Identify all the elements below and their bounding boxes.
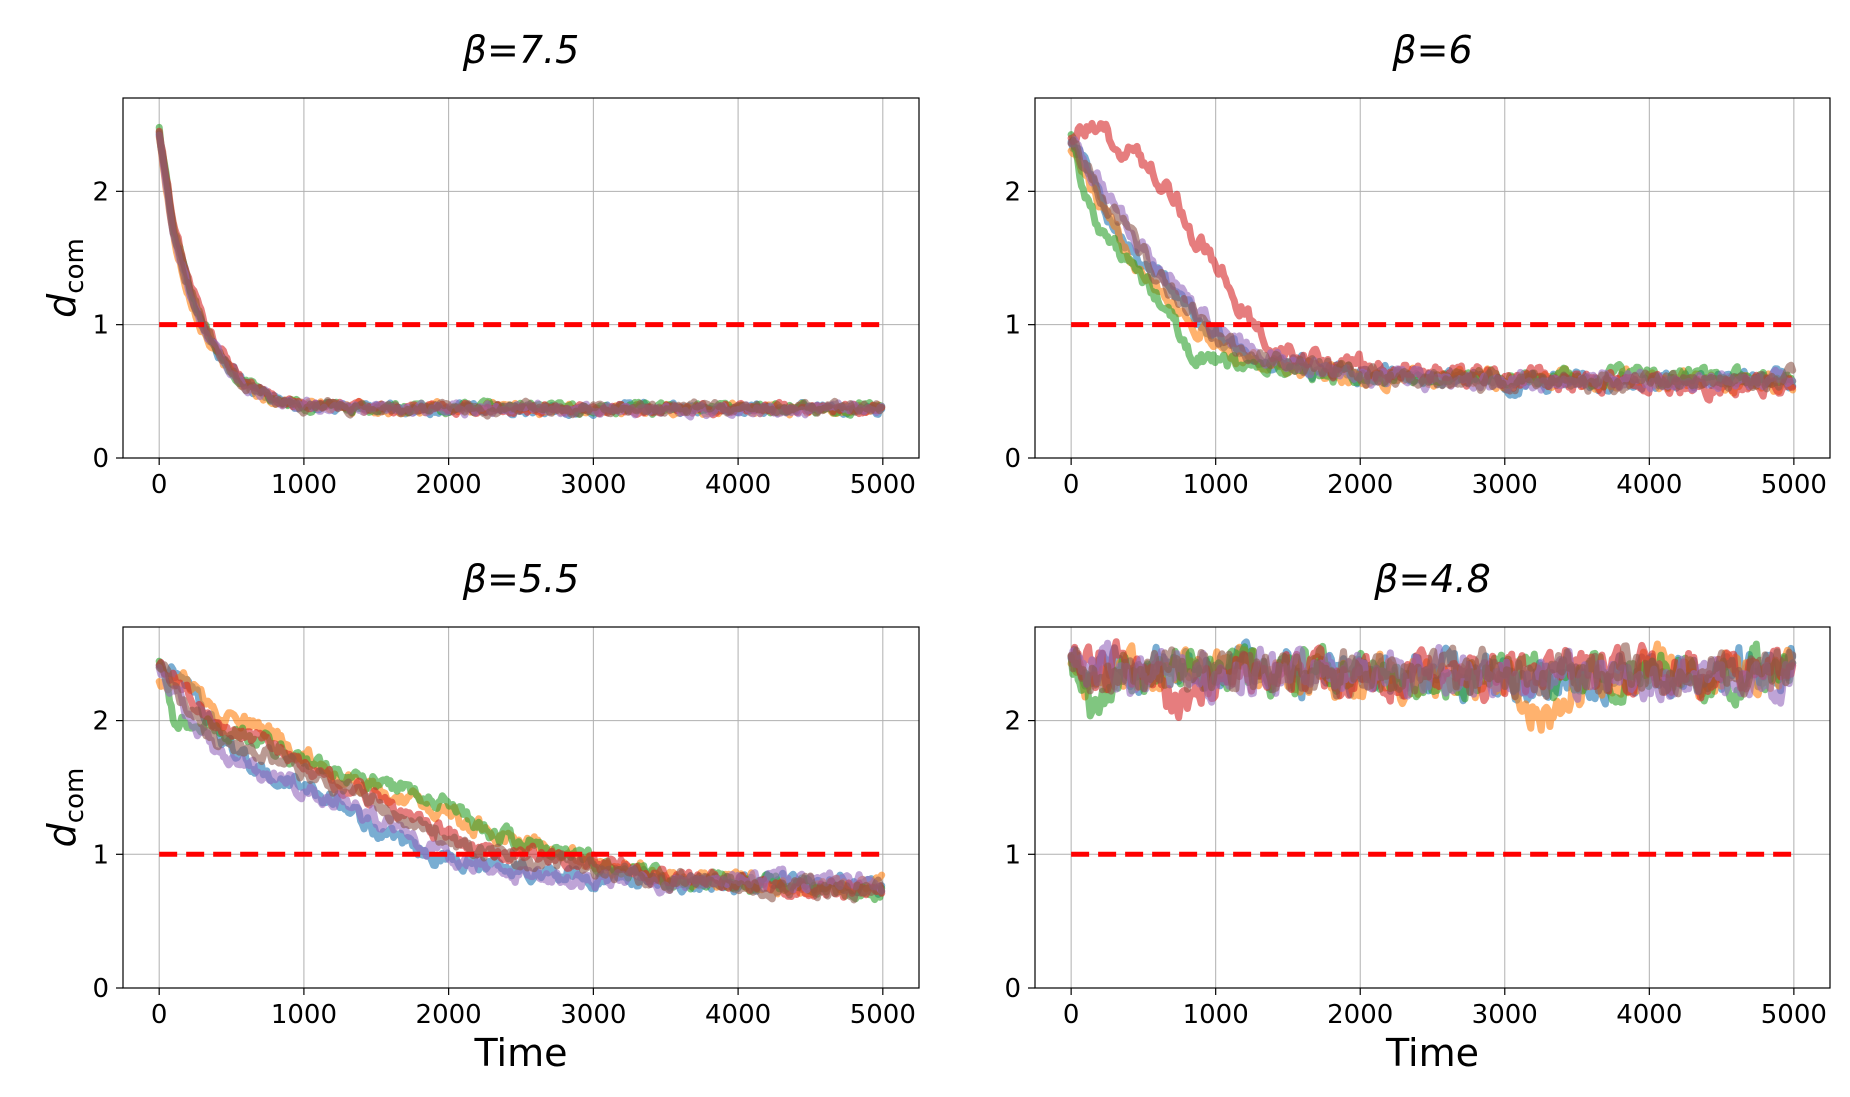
y-axis-label-sub: com <box>60 238 90 294</box>
y-tick-label: 1 <box>92 840 109 870</box>
y-axis-label-main: d <box>40 822 84 847</box>
plot-frame <box>1034 626 1831 989</box>
x-tick-label: 5000 <box>850 470 916 500</box>
y-tick-label: 2 <box>1004 177 1021 207</box>
x-tick-label: 5000 <box>1761 470 1827 500</box>
x-tick-label: 2000 <box>416 470 482 500</box>
x-tick-label: 5000 <box>850 1000 916 1030</box>
series-line-5 <box>155 131 886 421</box>
series-group <box>155 657 886 904</box>
y-tick-label: 1 <box>92 311 109 341</box>
series-line-4 <box>155 127 886 419</box>
series-line-1 <box>155 130 886 419</box>
y-axis-label-main: d <box>40 293 84 318</box>
plot-frame <box>122 97 920 459</box>
y-tick-label: 2 <box>92 707 109 737</box>
chart-panel-2: 0 1000 2000 3000 4000 5000 0 1 2 β=6 <box>1004 28 1831 500</box>
y-tick-label: 1 <box>1004 311 1021 341</box>
chart-title: β=6 <box>1391 28 1472 72</box>
y-tick-label: 1 <box>1004 840 1021 870</box>
y-tick-label: 0 <box>1004 444 1021 474</box>
x-tick-label: 1000 <box>1183 1000 1249 1030</box>
y-tick-label: 2 <box>92 177 109 207</box>
x-tick-label: 0 <box>1063 470 1080 500</box>
y-tick-label: 0 <box>1004 974 1021 1004</box>
series-line-3 <box>155 123 886 419</box>
chart-title: β=5.5 <box>462 557 580 601</box>
series-line-6 <box>155 128 886 420</box>
x-tick-label: 3000 <box>1472 1000 1538 1030</box>
y-tick-label: 2 <box>1004 707 1021 737</box>
y-axis-label-sub: com <box>60 768 90 824</box>
series-line-6 <box>1067 136 1797 396</box>
x-tick-label: 2000 <box>416 1000 482 1030</box>
x-tick-label: 1000 <box>271 470 337 500</box>
series-group <box>155 123 886 421</box>
x-tick-label: 3000 <box>560 1000 626 1030</box>
x-tick-label: 3000 <box>560 470 626 500</box>
x-tick-label: 2000 <box>1327 470 1393 500</box>
x-tick-label: 1000 <box>271 1000 337 1030</box>
series-group <box>1067 638 1797 734</box>
series-line-2 <box>155 133 886 419</box>
series-line-6 <box>1067 642 1797 701</box>
series-line-4 <box>1067 119 1797 404</box>
x-tick-label: 4000 <box>705 1000 771 1030</box>
series-line-6 <box>155 661 886 904</box>
x-tick-label: 0 <box>151 1000 168 1030</box>
y-axis-label: dcom <box>40 768 90 848</box>
plot-frame <box>122 626 920 989</box>
x-tick-label: 4000 <box>1616 470 1682 500</box>
chart-panel-1: 0 1000 2000 3000 4000 5000 0 1 2 β=7.5 dcom <box>40 28 920 500</box>
y-tick-label: 0 <box>92 444 109 474</box>
x-tick-label: 4000 <box>705 470 771 500</box>
chart-panel-3: 0 1000 2000 3000 4000 5000 0 1 2 β=5.5 Time dcom <box>40 557 920 1075</box>
series-line-1 <box>1067 138 1797 399</box>
series-group <box>1067 119 1797 404</box>
x-tick-label: 1000 <box>1183 470 1249 500</box>
chart-title: β=4.8 <box>1373 557 1491 601</box>
x-tick-label: 5000 <box>1761 1000 1827 1030</box>
x-tick-label: 0 <box>151 470 168 500</box>
y-tick-label: 0 <box>92 974 109 1004</box>
plot-frame <box>1034 97 1831 459</box>
series-line-5 <box>1067 136 1797 394</box>
x-axis-label: Time <box>474 1031 568 1075</box>
x-tick-label: 3000 <box>1472 470 1538 500</box>
y-axis-label: dcom <box>40 238 90 318</box>
chart-title: β=7.5 <box>462 28 580 72</box>
x-axis-label: Time <box>1385 1031 1479 1075</box>
x-tick-label: 0 <box>1063 1000 1080 1030</box>
chart-panel-4: 0 1000 2000 3000 4000 5000 0 1 2 β=4.8 Time <box>1004 557 1831 1075</box>
series-line-2 <box>1067 146 1797 397</box>
x-tick-label: 4000 <box>1616 1000 1682 1030</box>
x-tick-label: 2000 <box>1327 1000 1393 1030</box>
series-line-3 <box>1067 131 1797 391</box>
